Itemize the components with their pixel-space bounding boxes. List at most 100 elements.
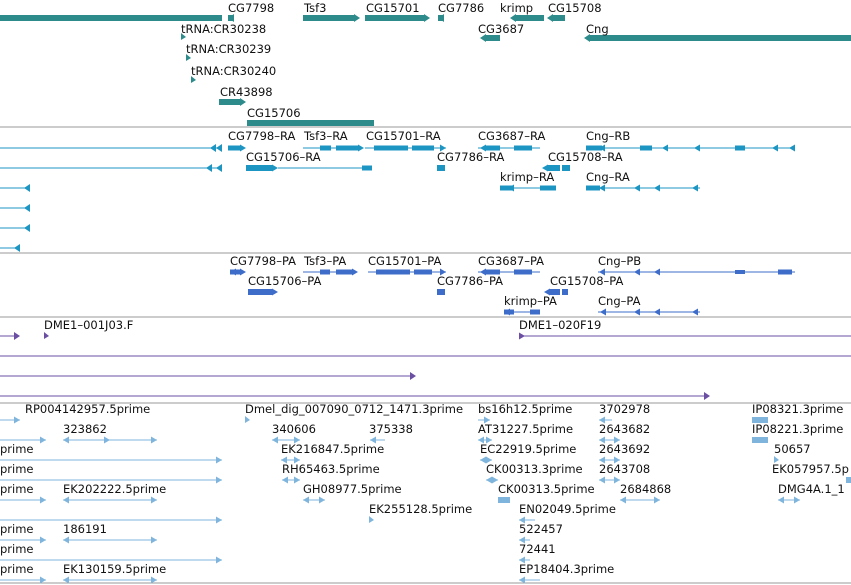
small-feature-marker[interactable] bbox=[245, 416, 250, 423]
small-feature-marker[interactable] bbox=[44, 332, 49, 339]
feature-label[interactable]: 2643682 bbox=[599, 422, 651, 436]
feature-label[interactable]: Cng–RB bbox=[586, 129, 631, 143]
feature-exon[interactable] bbox=[376, 269, 410, 275]
feature-label[interactable]: CG3687–RA bbox=[478, 129, 546, 143]
feature-exon[interactable] bbox=[246, 165, 272, 171]
feature-label[interactable]: RP004142957.5prime bbox=[25, 402, 151, 416]
feature-label[interactable]: prime bbox=[0, 562, 34, 576]
feature-exon[interactable] bbox=[486, 269, 500, 275]
feature-label[interactable]: CG7798–RA bbox=[228, 129, 296, 143]
feature-label[interactable]: krimp–RA bbox=[500, 170, 555, 184]
feature-label[interactable]: prime bbox=[0, 462, 34, 476]
feature-label[interactable]: 2684868 bbox=[620, 482, 672, 496]
feature-label[interactable]: prime bbox=[0, 442, 34, 456]
feature-label[interactable]: tRNA:CR30240 bbox=[191, 64, 277, 78]
feature-label[interactable]: CG7786 bbox=[438, 1, 485, 15]
feature-label[interactable]: Cng–PA bbox=[598, 294, 641, 308]
feature-label[interactable]: RH65463.5prime bbox=[282, 462, 380, 476]
feature-exon[interactable] bbox=[228, 15, 234, 21]
feature-label[interactable]: CG15706 bbox=[247, 106, 301, 120]
feature-label[interactable]: CG3687–PA bbox=[478, 254, 545, 268]
feature-label[interactable]: CG15708 bbox=[548, 1, 602, 15]
feature-exon[interactable] bbox=[752, 417, 768, 423]
feature-label[interactable]: 2643692 bbox=[599, 442, 651, 456]
feature-exon[interactable] bbox=[437, 165, 445, 171]
feature-exon[interactable] bbox=[735, 145, 745, 151]
feature-label[interactable]: Cng bbox=[586, 22, 609, 36]
feature-label[interactable]: 186191 bbox=[63, 522, 107, 536]
feature-label[interactable]: CK00313.5prime bbox=[498, 482, 595, 496]
feature-label[interactable]: IP08221.3prime bbox=[752, 422, 844, 436]
feature-exon[interactable] bbox=[752, 437, 768, 443]
feature-label[interactable]: Cng–RA bbox=[586, 170, 630, 184]
feature-label[interactable]: CG3687 bbox=[478, 22, 525, 36]
feature-label[interactable]: CG15706–PA bbox=[248, 274, 322, 288]
feature-exon[interactable] bbox=[778, 269, 792, 275]
feature-label[interactable]: CG15701–RA bbox=[366, 129, 441, 143]
feature-exon[interactable] bbox=[438, 15, 444, 21]
feature-label[interactable]: AT31227.5prime bbox=[478, 422, 574, 436]
small-feature-marker[interactable] bbox=[369, 516, 374, 523]
feature-label[interactable]: tRNA:CR30239 bbox=[186, 42, 272, 56]
feature-label[interactable]: EK130159.5prime bbox=[63, 562, 167, 576]
feature-exon[interactable] bbox=[498, 497, 510, 503]
feature-label[interactable]: CG7798–PA bbox=[230, 254, 297, 268]
feature-exon[interactable] bbox=[486, 35, 500, 41]
feature-exon[interactable] bbox=[414, 269, 432, 275]
small-feature-marker[interactable] bbox=[774, 456, 779, 463]
feature-label[interactable]: CG15701–PA bbox=[368, 254, 442, 268]
feature-label[interactable]: Tsf3–RA bbox=[304, 129, 348, 143]
small-feature-marker[interactable] bbox=[191, 76, 196, 83]
feature-label[interactable]: CK00313.3prime bbox=[486, 462, 583, 476]
feature-label[interactable]: CG7786–PA bbox=[437, 274, 504, 288]
feature-label[interactable]: EP18404.3prime bbox=[519, 562, 615, 576]
feature-label[interactable]: krimp bbox=[500, 1, 534, 15]
feature-exon[interactable] bbox=[336, 269, 352, 275]
feature-label[interactable]: EK216847.5prime bbox=[281, 442, 385, 456]
feature-label[interactable]: Cng–PB bbox=[598, 254, 642, 268]
feature-exon[interactable] bbox=[486, 145, 500, 151]
feature-label[interactable]: EK057957.5p bbox=[772, 462, 849, 476]
feature-exon[interactable] bbox=[514, 269, 532, 275]
feature-label[interactable]: 72441 bbox=[519, 542, 556, 556]
feature-exon[interactable] bbox=[548, 165, 560, 171]
feature-exon[interactable] bbox=[530, 309, 540, 315]
feature-label[interactable]: Tsf3 bbox=[304, 1, 327, 15]
feature-exon[interactable] bbox=[640, 145, 652, 151]
feature-label[interactable]: EK255128.5prime bbox=[369, 502, 473, 516]
feature-exon[interactable] bbox=[320, 145, 331, 151]
feature-exon[interactable] bbox=[553, 15, 565, 21]
feature-label[interactable]: 375338 bbox=[369, 422, 413, 436]
feature-label[interactable]: EK202222.5prime bbox=[63, 482, 167, 496]
feature-label[interactable]: tRNA:CR30238 bbox=[181, 22, 267, 36]
feature-label[interactable]: prime bbox=[0, 542, 34, 556]
feature-label[interactable]: GH08977.5prime bbox=[303, 482, 402, 496]
feature-label[interactable]: Dmel_dig_007090_0712_1471.3prime bbox=[245, 402, 464, 416]
feature-exon[interactable] bbox=[514, 145, 532, 151]
feature-label[interactable]: 3702978 bbox=[599, 402, 651, 416]
feature-label[interactable]: DME1–001J03.F bbox=[44, 318, 134, 332]
feature-exon[interactable] bbox=[540, 185, 556, 191]
feature-label[interactable]: Tsf3–PA bbox=[304, 254, 347, 268]
feature-label[interactable]: CR43898 bbox=[220, 85, 273, 99]
feature-exon[interactable] bbox=[0, 15, 222, 21]
feature-label[interactable]: prime bbox=[0, 482, 34, 496]
feature-exon[interactable] bbox=[735, 270, 745, 274]
feature-label[interactable]: CG15708–RA bbox=[548, 150, 623, 164]
feature-exon[interactable] bbox=[550, 289, 560, 295]
feature-exon[interactable] bbox=[516, 15, 544, 21]
feature-label[interactable]: CG7786–RA bbox=[437, 150, 505, 164]
feature-label[interactable]: DMG4A.1_1 bbox=[778, 482, 845, 496]
feature-label[interactable]: CG15708–PA bbox=[550, 274, 624, 288]
feature-exon[interactable] bbox=[500, 185, 514, 191]
feature-label[interactable]: CG7798 bbox=[228, 1, 275, 15]
feature-label[interactable]: DME1–020F19 bbox=[519, 318, 602, 332]
feature-label[interactable]: 50657 bbox=[774, 442, 811, 456]
feature-label[interactable]: CG15706–RA bbox=[246, 150, 321, 164]
feature-exon[interactable] bbox=[590, 35, 851, 41]
feature-label[interactable]: CG15701 bbox=[366, 1, 420, 15]
feature-label[interactable]: 323862 bbox=[63, 422, 107, 436]
feature-exon[interactable] bbox=[303, 15, 354, 21]
small-feature-marker[interactable] bbox=[181, 33, 186, 40]
feature-exon[interactable] bbox=[228, 145, 240, 151]
